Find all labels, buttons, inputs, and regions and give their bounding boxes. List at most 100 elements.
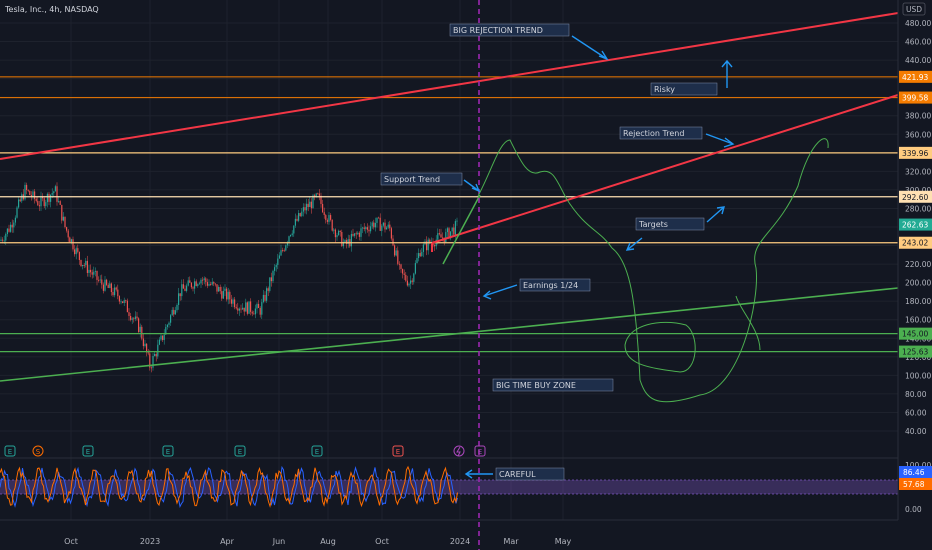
candle-body	[216, 284, 218, 292]
rejection-trendline	[431, 94, 899, 244]
candle-body	[0, 239, 2, 241]
candle-body	[21, 194, 23, 202]
svg-text:125.63: 125.63	[902, 348, 928, 357]
event-marker[interactable]: E	[234, 445, 246, 457]
level-badge: 399.58	[899, 91, 932, 104]
candle-body	[40, 196, 42, 207]
candle-body	[214, 283, 216, 285]
candle-body	[48, 193, 50, 202]
candle-body	[224, 288, 226, 291]
svg-text:S: S	[36, 448, 41, 456]
candle-body	[106, 279, 108, 285]
lightning-icon[interactable]	[453, 445, 465, 457]
candle-body	[352, 234, 354, 236]
candle-body	[280, 250, 282, 256]
grid	[0, 0, 898, 520]
event-marker[interactable]: E	[474, 445, 486, 457]
svg-text:USD: USD	[906, 5, 922, 14]
candle-body	[451, 227, 453, 232]
candle-body	[274, 267, 276, 271]
candle-body	[114, 287, 116, 296]
candle-body	[165, 327, 167, 335]
currency-badge: USD	[902, 2, 926, 16]
candle-body	[173, 309, 175, 315]
event-marker[interactable]: S	[32, 445, 44, 457]
candle-body	[96, 270, 98, 280]
svg-text:Risky: Risky	[654, 85, 675, 94]
svg-text:BIG REJECTION TREND: BIG REJECTION TREND	[453, 26, 543, 35]
time-tick: Oct	[375, 537, 389, 546]
candle-body	[384, 222, 386, 230]
time-axis: Oct 2023 Apr Jun Aug Oct 2024 Mar May	[64, 537, 571, 546]
candle-body	[416, 258, 418, 264]
candle-body	[128, 312, 130, 316]
candle-body	[3, 240, 5, 242]
candle-body	[299, 213, 301, 217]
event-marker[interactable]: E	[311, 445, 323, 457]
candle-body	[157, 344, 159, 357]
candle-body	[366, 227, 368, 230]
osc-badge: 86.46	[899, 466, 932, 478]
candle-body	[373, 222, 375, 228]
candle-body	[104, 279, 106, 291]
candle-body	[328, 215, 330, 222]
candle-body	[184, 288, 186, 291]
candle-body	[378, 217, 380, 219]
svg-text:CAREFUL: CAREFUL	[499, 470, 536, 479]
candle-body	[208, 284, 210, 286]
candle-body	[277, 258, 279, 265]
candle-body	[426, 241, 428, 251]
candle-body	[237, 308, 239, 311]
candle-body	[427, 239, 429, 251]
candle-body	[90, 269, 92, 273]
candle-body	[440, 234, 442, 238]
event-marker[interactable]: E	[82, 445, 94, 457]
candle-body	[325, 215, 327, 221]
level-badge: 262.63	[899, 218, 932, 231]
candle-body	[309, 201, 311, 208]
candle-body	[213, 281, 215, 284]
event-marker[interactable]: E	[162, 445, 174, 457]
svg-text:399.58: 399.58	[902, 94, 928, 103]
candle-body	[189, 280, 191, 283]
level-badges: 421.93 399.58 339.96 292.60 262.63 243.02 145.…	[899, 70, 932, 358]
candle-body	[301, 211, 303, 217]
buy-trendline	[0, 287, 899, 382]
candle-body	[411, 280, 413, 282]
candle-body	[339, 230, 341, 232]
svg-text:86.46: 86.46	[903, 468, 925, 477]
candle-body	[85, 260, 87, 266]
candle-body	[154, 353, 156, 356]
candle-body	[146, 343, 148, 353]
candle-body	[336, 235, 338, 238]
level-badge: 292.60	[899, 190, 932, 203]
candle-body	[365, 227, 367, 229]
big-rejection-trendline	[0, 12, 899, 160]
price-tick: 220.00	[905, 260, 931, 269]
candle-body	[398, 263, 400, 265]
candle-body	[221, 291, 223, 299]
candle-body	[317, 193, 319, 195]
candle-body	[190, 282, 192, 288]
buy-zone-circle	[624, 321, 696, 373]
svg-text:Targets: Targets	[638, 220, 668, 229]
candle-body	[26, 184, 28, 191]
candle-body	[88, 269, 90, 273]
projection-path	[477, 138, 829, 403]
candle-body	[306, 203, 308, 211]
candle-body	[86, 260, 88, 273]
candle-body	[296, 218, 298, 221]
candle-body	[403, 273, 405, 275]
candle-body	[285, 245, 287, 251]
event-marker[interactable]: E	[392, 445, 404, 457]
svg-text:E: E	[238, 448, 242, 456]
event-marker[interactable]: E	[4, 445, 16, 457]
candle-body	[320, 195, 322, 204]
price-tick: 480.00	[905, 19, 931, 28]
svg-text:145.00: 145.00	[902, 330, 928, 339]
candle-body	[269, 277, 271, 291]
time-tick: Oct	[64, 537, 78, 546]
candle-body	[94, 270, 96, 272]
support-trendline	[442, 194, 481, 265]
